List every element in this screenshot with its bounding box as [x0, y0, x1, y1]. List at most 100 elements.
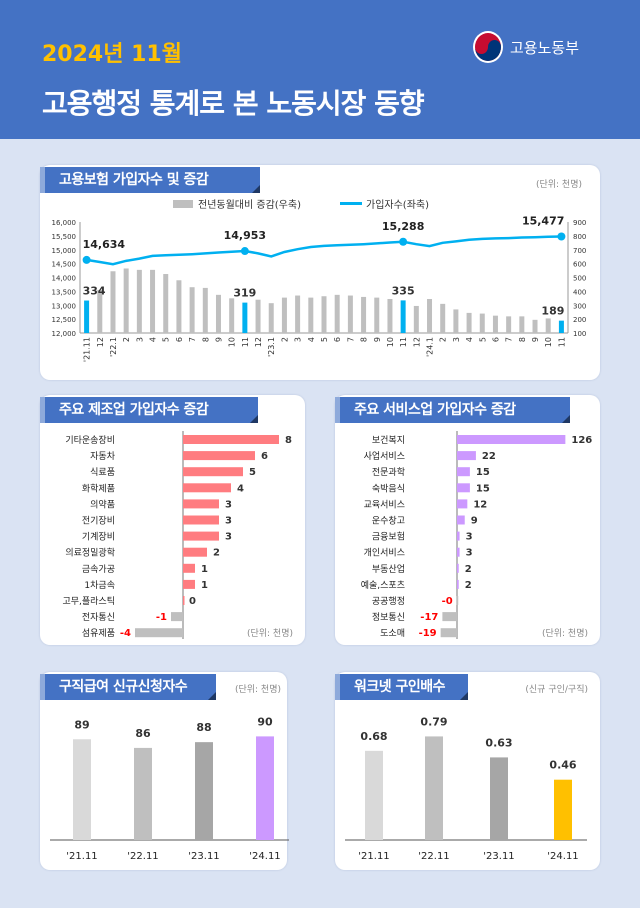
data-label: 3 — [466, 548, 473, 559]
category-label: 의료정밀광학 — [65, 547, 115, 559]
x-tick-label: 10 — [544, 337, 553, 347]
x-tick-label: '21.11 — [83, 337, 92, 362]
legend-bar-swatch — [173, 200, 193, 208]
unit-label: (단위: 천명) — [246, 629, 293, 639]
data-label: -17 — [420, 612, 438, 623]
category-label: 1차금속 — [84, 579, 115, 591]
worknet-chart: 0.68 '21.11 0.79 '22.11 0.63 '23.11 0.46 '24.11 — [345, 715, 587, 862]
x-tick-label: 12 — [412, 337, 421, 347]
bar — [457, 547, 460, 557]
x-tick-label: '24.1 — [426, 337, 435, 357]
x-tick-label: 11 — [399, 337, 408, 347]
bar — [457, 467, 470, 477]
category-label: 금속가공 — [82, 564, 115, 575]
data-label: 89 — [74, 718, 89, 731]
category-label: 전자통신 — [82, 612, 115, 623]
x-tick-label: 12 — [96, 337, 105, 347]
bar — [176, 280, 182, 333]
insured-chart: 전년동월대비 증감(우축) 가입자수(좌축) 12,000 12,500 13,000 1… — [52, 198, 587, 362]
right-tick-label: 800 — [573, 233, 586, 241]
legend-line-swatch — [340, 202, 362, 205]
x-tick-label: 4 — [149, 337, 158, 342]
bar — [183, 467, 243, 477]
data-label: 12 — [473, 499, 487, 510]
right-tick-label: 300 — [573, 302, 586, 310]
line-marker — [240, 247, 249, 256]
x-tick-label: 8 — [360, 337, 369, 342]
category-label: 고무,플라스틱 — [62, 595, 115, 607]
data-label: 2 — [213, 548, 220, 559]
left-tick-label: 14,000 — [52, 275, 77, 283]
bar — [457, 435, 566, 444]
worknet-card: 워크넷 구인배수 (신규 구인/구직) 0.68 '21.11 0.79 '22.11… — [335, 672, 600, 870]
bar — [334, 294, 340, 333]
services-card: 주요 서비스업 가입자수 증감 (단위: 천명) 보건복지 126 사업서비스 22 전… — [335, 395, 600, 645]
line-data-label: 14,953 — [224, 229, 266, 242]
line-data-label: 15,477 — [522, 215, 564, 228]
bar — [492, 315, 498, 333]
x-tick-label: 8 — [201, 337, 210, 342]
data-label: 0.46 — [549, 759, 576, 772]
right-tick-label: 600 — [573, 261, 586, 269]
data-label: 5 — [249, 467, 256, 478]
right-tick-label: 700 — [573, 247, 586, 255]
bar — [387, 299, 393, 333]
right-tick-label: 100 — [573, 330, 586, 338]
bar — [136, 269, 142, 333]
category-label: 기계장비 — [82, 531, 115, 543]
category-label: 예술,스포츠 — [361, 580, 405, 591]
category-label: 공공행정 — [372, 595, 405, 607]
left-tick-label: 14,500 — [52, 261, 77, 269]
bar-data-label: 334 — [83, 285, 106, 298]
x-tick-label: '22.11 — [127, 851, 158, 862]
bar — [183, 596, 185, 605]
bar — [440, 303, 446, 333]
left-tick-label: 13,500 — [52, 288, 77, 296]
category-label: 전기장비 — [82, 516, 115, 527]
x-tick-label: '22.1 — [109, 337, 118, 357]
category-label: 식료품 — [90, 467, 115, 478]
header: 2024년 11월 고용행정 통계로 본 노동시장 동향 고용노동부 — [0, 0, 640, 139]
data-label: 1 — [201, 564, 208, 575]
data-label: 3 — [225, 499, 232, 510]
category-label: 섬유제품 — [82, 628, 115, 639]
unit-label: (단위: 천명) — [535, 180, 582, 190]
bar — [134, 747, 152, 840]
bar — [183, 435, 279, 444]
data-label: 1 — [201, 580, 208, 591]
bar — [347, 295, 353, 333]
bar — [457, 563, 459, 573]
bar — [365, 750, 383, 840]
page-title: 고용행정 통계로 본 노동시장 동향 — [42, 87, 425, 120]
x-tick-label: 7 — [188, 337, 197, 342]
bar — [457, 531, 460, 541]
bar — [183, 499, 219, 509]
x-tick-label: 11 — [241, 337, 250, 347]
x-tick-label: '22.11 — [418, 851, 449, 862]
bar — [84, 300, 90, 333]
left-tick-label: 12,500 — [52, 316, 77, 324]
data-label: 3 — [466, 532, 473, 543]
data-label: 90 — [257, 715, 273, 728]
data-label: 126 — [571, 435, 592, 446]
x-tick-label: 7 — [505, 337, 514, 342]
x-tick-label: 10 — [386, 337, 395, 347]
x-tick-label: 10 — [228, 337, 237, 347]
x-tick-label: 9 — [531, 337, 540, 342]
right-tick-label: 200 — [573, 316, 586, 324]
data-label: -0 — [442, 596, 453, 607]
bar — [135, 628, 183, 638]
category-label: 의약품 — [90, 498, 115, 510]
bar — [295, 295, 301, 333]
data-label: -19 — [419, 628, 437, 639]
category-label: 자동차 — [90, 450, 116, 462]
bar — [183, 563, 195, 573]
bar — [427, 299, 433, 333]
x-tick-label: '21.11 — [358, 851, 389, 862]
data-label: 15 — [476, 483, 490, 494]
x-tick-label: 2 — [439, 337, 448, 342]
category-label: 도소매 — [380, 628, 405, 639]
x-tick-label: '23.11 — [188, 851, 219, 862]
benefit-chart: 89 '21.11 86 '22.11 88 '23.11 90 '24.11 — [50, 715, 289, 862]
legend-bar-label: 전년동월대비 증감(우축) — [198, 199, 301, 211]
